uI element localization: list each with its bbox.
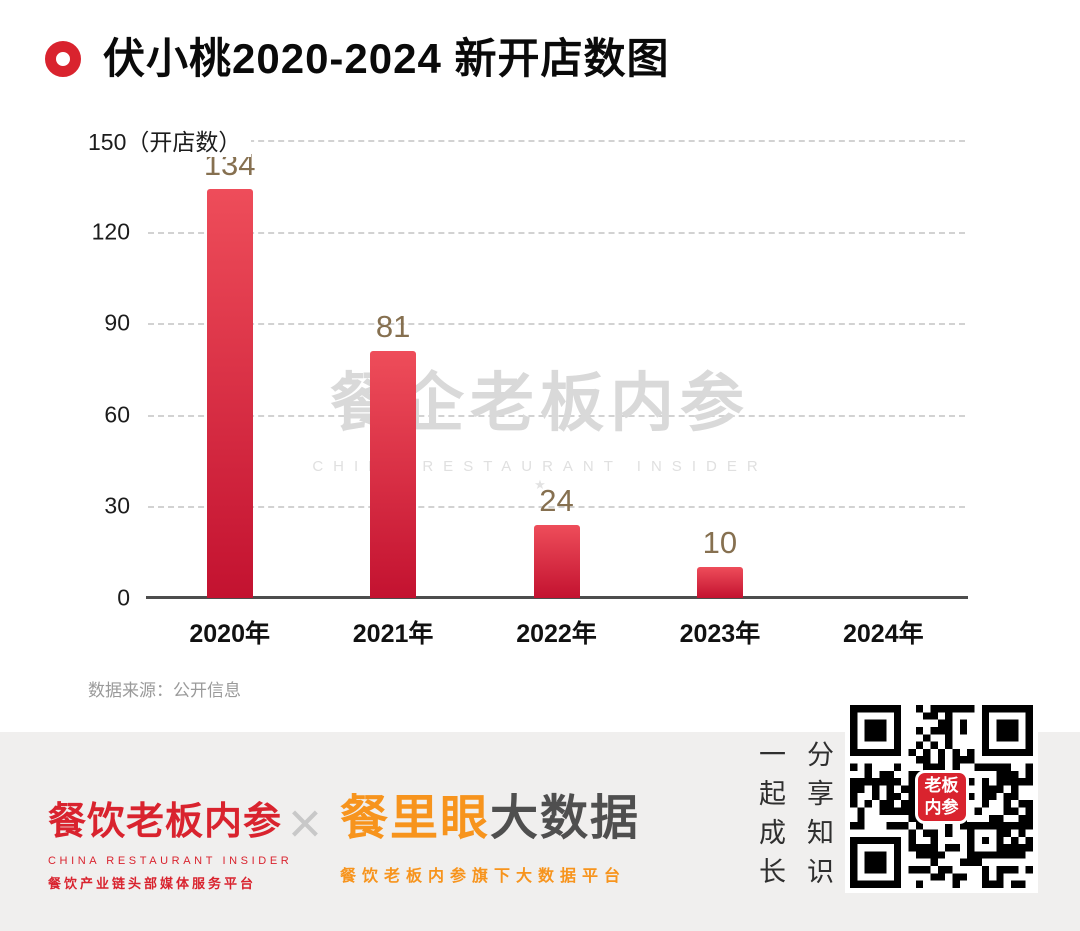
watermark-subtext: CHINA RESTAURANT INSIDER (312, 458, 768, 475)
brand-separator-x: × (288, 791, 322, 856)
brand1-tagline-cn: 餐饮产业链头部媒体服务平台 (48, 876, 257, 891)
bar-value-label-2021年: 81 (375, 308, 411, 344)
gridline-90 (148, 323, 965, 326)
y-tick-label-0: 0 (117, 584, 130, 611)
y-tick-label-150: 150（开店数） (88, 123, 252, 157)
bar-value-label-2022年: 24 (539, 482, 574, 518)
bar-2022年 (533, 524, 580, 598)
x-axis-label-2021年: 2021年 (352, 620, 434, 648)
brand1-tagline-en: CHINA RESTAURANT INSIDER (48, 855, 293, 867)
gridline-150 (148, 140, 965, 142)
data-source-note: 数据来源：公开信息 (88, 681, 241, 700)
y-tick-label-90: 90 (104, 309, 130, 336)
brand2-logo-suffix: 大数据 (490, 792, 641, 845)
x-axis-label-2022年: 2022年 (516, 620, 597, 648)
x-axis-label-2023年: 2023年 (679, 620, 761, 648)
qr-logo-line1: 老板 (924, 776, 959, 796)
bar-chart: 餐企老板内参 CHINA RESTAURANT INSIDER ★ 0 30 60 9… (88, 123, 968, 648)
y-tick-label-30: 30 (104, 492, 130, 519)
bar-2023年 (696, 567, 743, 598)
bar-2020年 (206, 188, 253, 598)
qr-code: 老板 内参 (845, 700, 1038, 893)
bullet-ring-icon (45, 41, 81, 78)
qr-logo-line2: 内参 (924, 797, 959, 817)
qr-center-logo: 老板 内参 (914, 769, 969, 824)
brand1-logo-text: 餐饮老板内参 (48, 801, 283, 843)
chart-title: 伏小桃2020-2024 新开店数图 (103, 35, 670, 82)
slogan-grow-together: 一起成长 (755, 740, 785, 896)
watermark-star-icon: ★ (534, 477, 546, 492)
x-axis-label-2024年: 2024年 (842, 620, 924, 648)
bar-value-label-2023年: 10 (702, 525, 738, 561)
brand-restaurant-insider: 餐饮老板内参 CHINA RESTAURANT INSIDER 餐饮产业链头部媒… (48, 790, 292, 892)
brand-canliyan-bigdata: 餐里眼大数据 餐饮老板内参旗下大数据平台 (340, 778, 640, 886)
y-tick-label-60: 60 (104, 401, 130, 428)
bar-2021年 (370, 350, 417, 598)
brand2-logo-row: 餐里眼大数据 (340, 778, 640, 848)
chart-header: 伏小桃2020-2024 新开店数图 (45, 35, 670, 82)
y-tick-label-120: 120 (91, 218, 130, 245)
gridline-120 (148, 231, 965, 234)
gridline-30 (148, 506, 965, 509)
gridline-60 (148, 414, 965, 417)
x-axis-label-2020年: 2020年 (189, 620, 270, 648)
brand2-tagline: 餐饮老板内参旗下大数据平台 (340, 868, 627, 885)
brand2-logo-text: 餐里眼 (340, 792, 491, 845)
qr-modules (850, 705, 1033, 888)
slogan-share-knowledge: 分享知识 (803, 740, 833, 896)
